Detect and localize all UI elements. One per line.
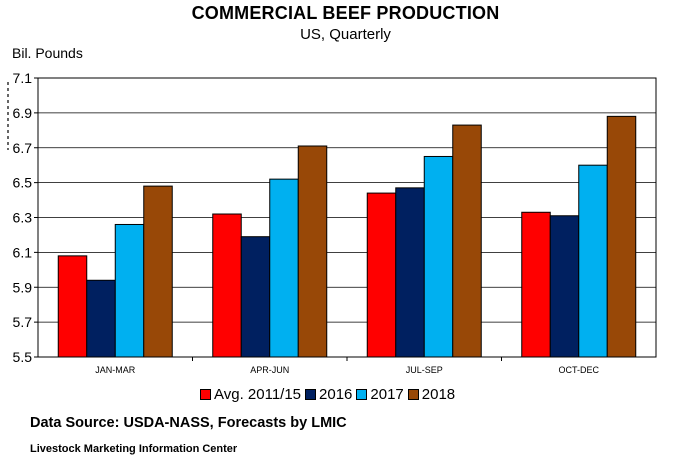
bar — [86, 279, 116, 358]
chart-subtitle: US, Quarterly — [300, 26, 391, 43]
bar — [269, 178, 299, 358]
bar — [395, 187, 425, 358]
bar — [57, 255, 88, 358]
x-tick-label: OCT-DEC — [559, 365, 600, 375]
y-tick-label: 6.3 — [13, 210, 33, 226]
bar — [606, 115, 637, 358]
bar-chart: 5.5 5.7 5.9 6.1 6.3 6.5 6.7 6.9 7.1 JAN-MAR APR-JU… — [7, 70, 657, 375]
y-tick-label: 5.7 — [13, 314, 33, 330]
bar — [521, 211, 551, 358]
bar — [114, 223, 145, 358]
y-tick-label: 6.9 — [13, 105, 33, 121]
legend-swatch — [200, 388, 211, 400]
y-tick-label: 6.7 — [13, 140, 33, 156]
bar — [297, 145, 328, 358]
bar — [212, 213, 242, 358]
y-tick-label: 6.1 — [13, 244, 33, 260]
bar — [549, 215, 580, 358]
legend: Avg. 2011/15 2016 2017 2018 — [200, 384, 459, 404]
bar — [452, 124, 482, 358]
bar — [578, 164, 608, 358]
chart-title: COMMERCIAL BEEF PRODUCTION — [191, 3, 500, 23]
x-tick-label: JAN-MAR — [95, 365, 135, 375]
y-tick-label: 7.1 — [13, 70, 33, 86]
legend-swatch — [305, 388, 317, 400]
bar — [423, 155, 454, 358]
bar — [143, 185, 173, 358]
legend-swatch — [356, 388, 368, 400]
legend-item: Avg. 2011/15 — [200, 386, 301, 403]
legend-label: 2018 — [421, 385, 456, 403]
data-source-note: Data Source: USDA-NASS, Forecasts by LMI… — [30, 415, 347, 431]
x-tick-label: APR-JUN — [250, 365, 289, 375]
y-tick-label: 5.5 — [13, 349, 33, 365]
bar — [240, 236, 271, 358]
legend-swatch — [407, 388, 419, 400]
y-axis-label: Bil. Pounds — [12, 45, 83, 61]
legend-item: 2017 — [356, 385, 404, 403]
legend-label: 2017 — [370, 385, 404, 403]
y-tick-label: 5.9 — [13, 279, 33, 295]
legend-item: 2018 — [407, 385, 456, 403]
legend-label: Avg. 2011/15 — [214, 385, 302, 403]
legend-label: 2016 — [319, 385, 353, 403]
x-tick-label: JUL-SEP — [406, 365, 443, 375]
bar — [366, 192, 397, 358]
footer-credit: Livestock Marketing Information Center — [30, 443, 238, 455]
legend-item: 2016 — [305, 386, 352, 403]
y-tick-label: 6.5 — [13, 175, 33, 191]
